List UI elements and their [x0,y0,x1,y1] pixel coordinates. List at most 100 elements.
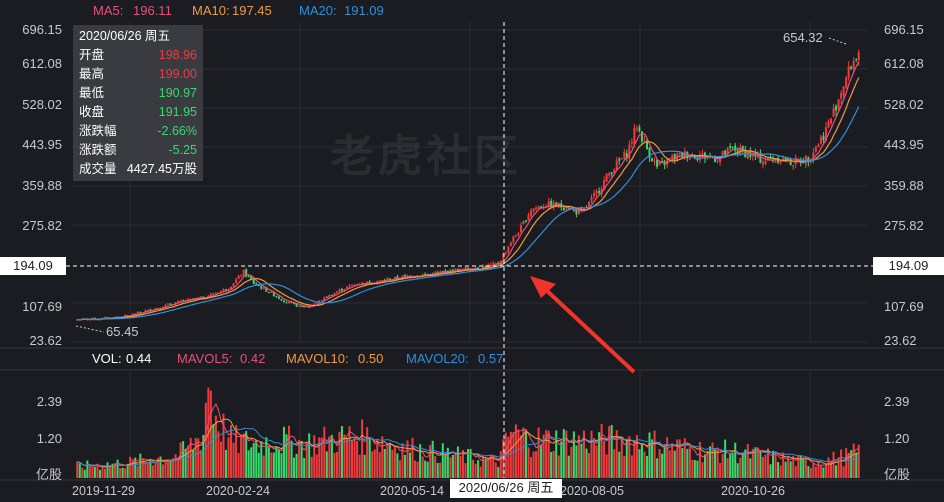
candle-body [605,174,608,182]
y-tick-label-left: 528.02 [22,97,62,112]
candle-body [295,303,298,307]
candle-body [741,146,744,151]
x-tick-label: 2020-10-26 [721,484,785,498]
volume-bar [81,467,84,478]
candle-body [587,201,591,208]
candle-body [620,158,623,160]
volume-bar [111,463,114,478]
candle-body [164,304,167,308]
volume-bar [507,436,510,478]
volume-bar [174,454,177,478]
volume-bar [540,444,543,478]
candle-body [651,158,654,162]
tooltip-label: 涨跌幅 [79,124,117,138]
volume-bar [741,454,744,478]
volume-bar [325,451,328,478]
volume-bar [209,390,212,478]
candle-body [787,157,790,161]
volume-bar [293,457,296,478]
candle-body [466,267,470,270]
mavol10-value: 0.50 [358,351,384,366]
volume-bar [184,449,187,478]
volume-bar [542,434,545,478]
volume-bar [154,462,157,478]
volume-bar [656,458,659,478]
candle-body [189,298,192,300]
candle-body [144,310,147,313]
volume-bar [782,452,785,478]
candle-body [252,279,255,284]
volume-bar [840,449,843,478]
candle-body [656,159,659,167]
candle-body [303,306,306,308]
candle-body [308,306,311,308]
candle-body [484,266,487,268]
volume-bar [777,462,780,478]
volume-bar [651,439,654,478]
candle-body [247,276,250,278]
volume-bar [275,446,278,478]
volume-bar [830,461,833,478]
candle-body [635,128,638,130]
volume-bar [335,451,338,478]
candle-body [691,154,694,156]
candle-body [353,284,356,286]
candle-body [711,157,714,159]
volume-bar [126,463,129,478]
volume-bar [172,458,175,478]
volume-bar [769,464,772,478]
volume-bar [620,436,623,478]
volume-bar [282,426,285,478]
volume-bar [585,448,588,478]
volume-bar [734,442,737,478]
volume-bar [262,455,265,478]
candle-body [784,157,787,162]
candle-body [224,289,228,291]
candle-body [613,169,616,173]
candle-body [540,206,543,208]
volume-bar [459,455,462,478]
volume-bar [787,456,790,478]
candle-body [232,283,235,287]
volume-bar [482,456,485,478]
candle-body [517,233,520,236]
candle-body [827,121,830,128]
volume-bar [257,452,260,478]
volume-bar [814,466,817,478]
volume-bar [827,457,830,478]
candle-body [600,188,603,195]
volume-bar [824,464,827,478]
candle-body [330,295,333,297]
volume-bar [431,440,434,478]
candle-body [837,99,840,109]
vol-unit: 亿股 [884,467,911,482]
volume-bar [628,436,631,478]
candle-body [139,312,142,314]
volume-bar [340,426,343,478]
volume-bar [802,457,805,478]
max-annotation: 654.32 [783,30,823,45]
volume-bar [590,430,593,478]
min-annotation: 65.45 [106,324,139,339]
volume-bar [759,451,762,478]
candle-body [76,319,79,321]
volume-bar [761,456,764,478]
candle-body [103,317,106,319]
volume-bar [378,452,381,478]
candle-body [724,150,727,155]
ma10-value: 197.45 [232,3,272,18]
tooltip-value: 190.97 [158,86,197,100]
y-tick-label: 359.88 [884,178,924,193]
mavol20-line [77,427,859,467]
volume-bar [749,458,752,478]
volume-bar [693,460,696,478]
candle-body [315,302,318,304]
candle-body [603,180,606,190]
volume-bar [560,441,563,478]
volume-bar [708,446,712,478]
candle-body [436,272,439,274]
mavol5-value: 0.42 [240,351,266,366]
volume-bar [414,460,417,478]
volume-bar [93,466,96,478]
volume-bar [686,448,689,478]
